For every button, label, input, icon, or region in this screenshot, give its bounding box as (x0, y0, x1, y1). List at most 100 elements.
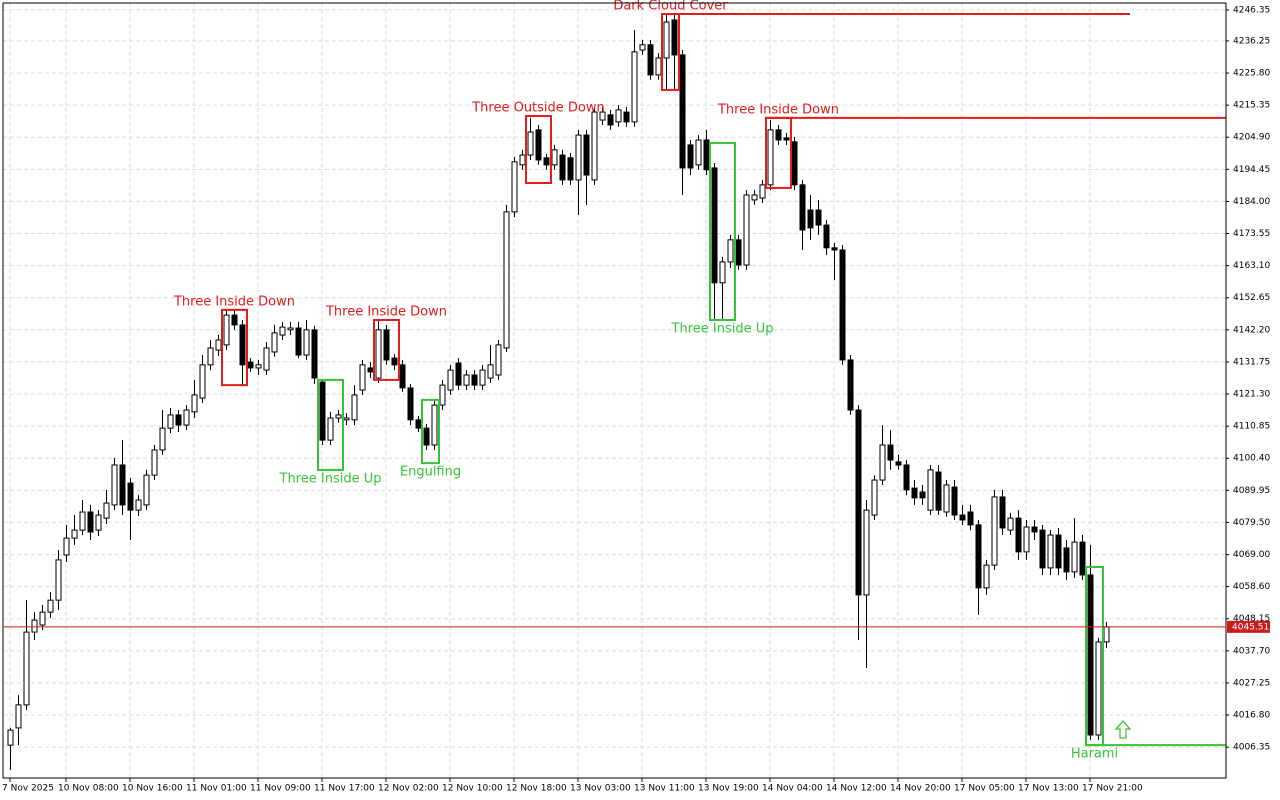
candle-body (247, 361, 254, 369)
candle-body (359, 364, 366, 391)
candle-body (855, 409, 862, 596)
candle-body (287, 327, 294, 331)
candle-body (599, 111, 606, 121)
candle-body (735, 239, 742, 266)
candle-body (183, 409, 190, 426)
x-tick-label: 13 Nov 19:00 (698, 784, 759, 794)
pattern-label: Three Outside Down (471, 101, 605, 116)
candle-body (815, 209, 822, 226)
pattern-label: Three Inside Up (671, 322, 774, 337)
candle-body (447, 369, 454, 391)
candle-body (959, 514, 966, 521)
candle-body (807, 209, 814, 229)
y-tick-label: 4037.70 (1233, 646, 1270, 656)
candle-body (23, 631, 30, 706)
candle-body (295, 327, 302, 356)
candle-body (407, 387, 414, 421)
candle-body (895, 461, 902, 466)
y-tick-label: 4121.30 (1233, 390, 1270, 400)
candle-body (111, 464, 118, 506)
candle-body (143, 474, 150, 506)
y-tick-label: 4194.45 (1233, 165, 1270, 175)
x-tick-label: 11 Nov 09:00 (250, 784, 311, 794)
pattern-box (421, 398, 440, 465)
y-tick-label: 4142.20 (1233, 325, 1270, 335)
y-tick-label: 4163.10 (1233, 261, 1270, 271)
candle-body (119, 464, 126, 506)
x-tick-label: 12 Nov 10:00 (442, 784, 503, 794)
candle-body (519, 154, 526, 166)
candle-body (535, 129, 542, 161)
candle-body (847, 359, 854, 411)
candle-body (367, 367, 374, 373)
candle-body (327, 417, 334, 441)
y-tick-label: 4079.50 (1233, 518, 1270, 528)
candle-body (383, 329, 390, 361)
candle-body (1055, 534, 1062, 569)
y-tick-label: 4006.35 (1233, 743, 1270, 753)
y-tick-label: 4016.80 (1233, 711, 1270, 721)
candle-body (431, 404, 438, 446)
candle-body (743, 194, 750, 266)
candle-body (823, 224, 830, 249)
candle-body (767, 129, 774, 186)
candle-body (639, 44, 646, 51)
pattern-label: Engulfing (400, 465, 461, 480)
pattern-label: Three Inside Down (173, 294, 295, 309)
pattern-box (221, 308, 248, 387)
x-tick-label: 10 Nov 08:00 (58, 784, 119, 794)
candle-body (127, 482, 134, 511)
candle-body (103, 502, 110, 519)
candle-body (311, 329, 318, 379)
candle-body (575, 134, 582, 181)
candle-body (991, 496, 998, 566)
candle-body (903, 464, 910, 491)
candle-body (191, 394, 198, 413)
candle-body (751, 194, 758, 201)
candle-body (695, 139, 702, 166)
candle-body (999, 496, 1006, 529)
candle-body (631, 51, 638, 123)
candle-body (615, 109, 622, 123)
pattern-label: Three Inside Down (717, 102, 839, 117)
candle-body (87, 511, 94, 533)
candle-body (271, 332, 278, 353)
candle-body (1023, 526, 1030, 553)
candle-body (879, 444, 886, 481)
candle-body (391, 357, 398, 366)
candle-body (679, 54, 686, 169)
candle-body (199, 364, 206, 399)
x-tick-label: 11 Nov 01:00 (186, 784, 247, 794)
candle-body (927, 469, 934, 511)
x-tick-label: 12 Nov 02:00 (378, 784, 439, 794)
y-tick-label: 4110.85 (1233, 422, 1270, 432)
candle-body (1047, 534, 1054, 569)
candle-body (719, 261, 726, 284)
candle-body (943, 484, 950, 513)
candle-body (495, 344, 502, 376)
candle-body (95, 514, 102, 531)
candle-body (415, 419, 422, 429)
y-tick-label: 4152.65 (1233, 293, 1270, 303)
candle-body (783, 137, 790, 141)
candle-body (263, 347, 270, 371)
candle-body (1071, 541, 1078, 573)
candle-body (63, 537, 70, 556)
candle-body (1039, 529, 1046, 569)
candle-body (775, 129, 782, 141)
candle-body (471, 374, 478, 386)
candle-body (1079, 541, 1086, 576)
x-tick-label: 10 Nov 16:00 (122, 784, 183, 794)
candle-body (1087, 574, 1094, 736)
candle-body (831, 247, 838, 251)
pattern-label: Dark Cloud Cover (613, 0, 728, 14)
pattern-box (525, 115, 552, 185)
y-tick-label: 4236.25 (1233, 36, 1270, 46)
x-tick-label: 12 Nov 18:00 (506, 784, 567, 794)
candle-body (7, 729, 14, 746)
candle-body (607, 114, 614, 126)
x-tick-label: 17 Nov 13:00 (1018, 784, 1079, 794)
x-tick-label: 11 Nov 17:00 (314, 784, 375, 794)
candle-body (335, 414, 342, 419)
